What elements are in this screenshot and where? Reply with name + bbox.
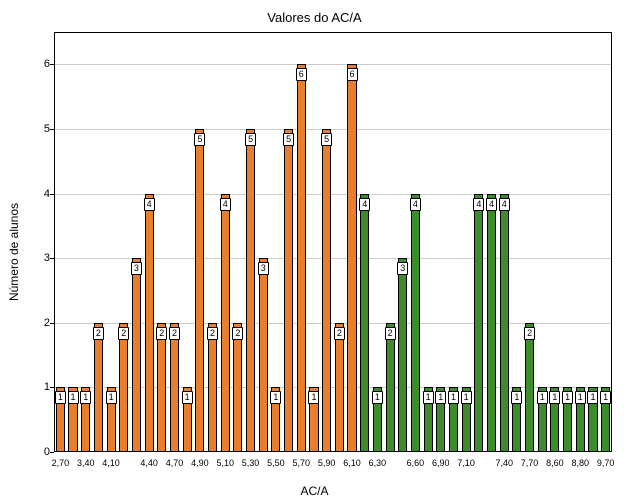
x-tick-label: 4,90 xyxy=(191,458,209,468)
x-axis-label: AC/A xyxy=(0,484,629,498)
x-tick-label: 3,40 xyxy=(77,458,95,468)
x-tick-label: 2,70 xyxy=(52,458,70,468)
y-tick-label: 2 xyxy=(44,317,50,329)
x-tick-label: 4,70 xyxy=(166,458,184,468)
x-tick-label: 7,70 xyxy=(521,458,539,468)
chart-container: Valores do AC/A Número de alunos AC/A 01… xyxy=(0,0,629,504)
plot-border xyxy=(54,32,612,452)
x-tick-label: 8,60 xyxy=(546,458,564,468)
x-tick-label: 7,40 xyxy=(495,458,513,468)
y-tick-label: 1 xyxy=(44,381,50,393)
y-tick-label: 5 xyxy=(44,123,50,135)
x-tick-label: 8,80 xyxy=(572,458,590,468)
y-axis-label: Número de alunos xyxy=(7,203,21,301)
y-tick-label: 4 xyxy=(44,188,50,200)
x-tick-label: 6,30 xyxy=(369,458,387,468)
y-tick-label: 6 xyxy=(44,58,50,70)
x-tick-label: 5,10 xyxy=(216,458,234,468)
x-tick-label: 4,10 xyxy=(102,458,120,468)
x-tick-label: 6,90 xyxy=(432,458,450,468)
x-tick-label: 9,70 xyxy=(597,458,615,468)
x-tick-label: 4,40 xyxy=(140,458,158,468)
x-tick-label: 5,50 xyxy=(267,458,285,468)
x-tick-label: 7,10 xyxy=(457,458,475,468)
chart-title: Valores do AC/A xyxy=(0,10,629,25)
x-tick-label: 6,60 xyxy=(407,458,425,468)
x-tick-label: 5,70 xyxy=(293,458,311,468)
y-tick-label: 3 xyxy=(44,252,50,264)
x-tick-label: 5,90 xyxy=(318,458,336,468)
x-tick-label: 6,10 xyxy=(343,458,361,468)
y-tick-label: 0 xyxy=(44,446,50,458)
x-tick-label: 5,30 xyxy=(242,458,260,468)
plot-area: 0123456111212342215242531561526412341111… xyxy=(54,32,612,452)
